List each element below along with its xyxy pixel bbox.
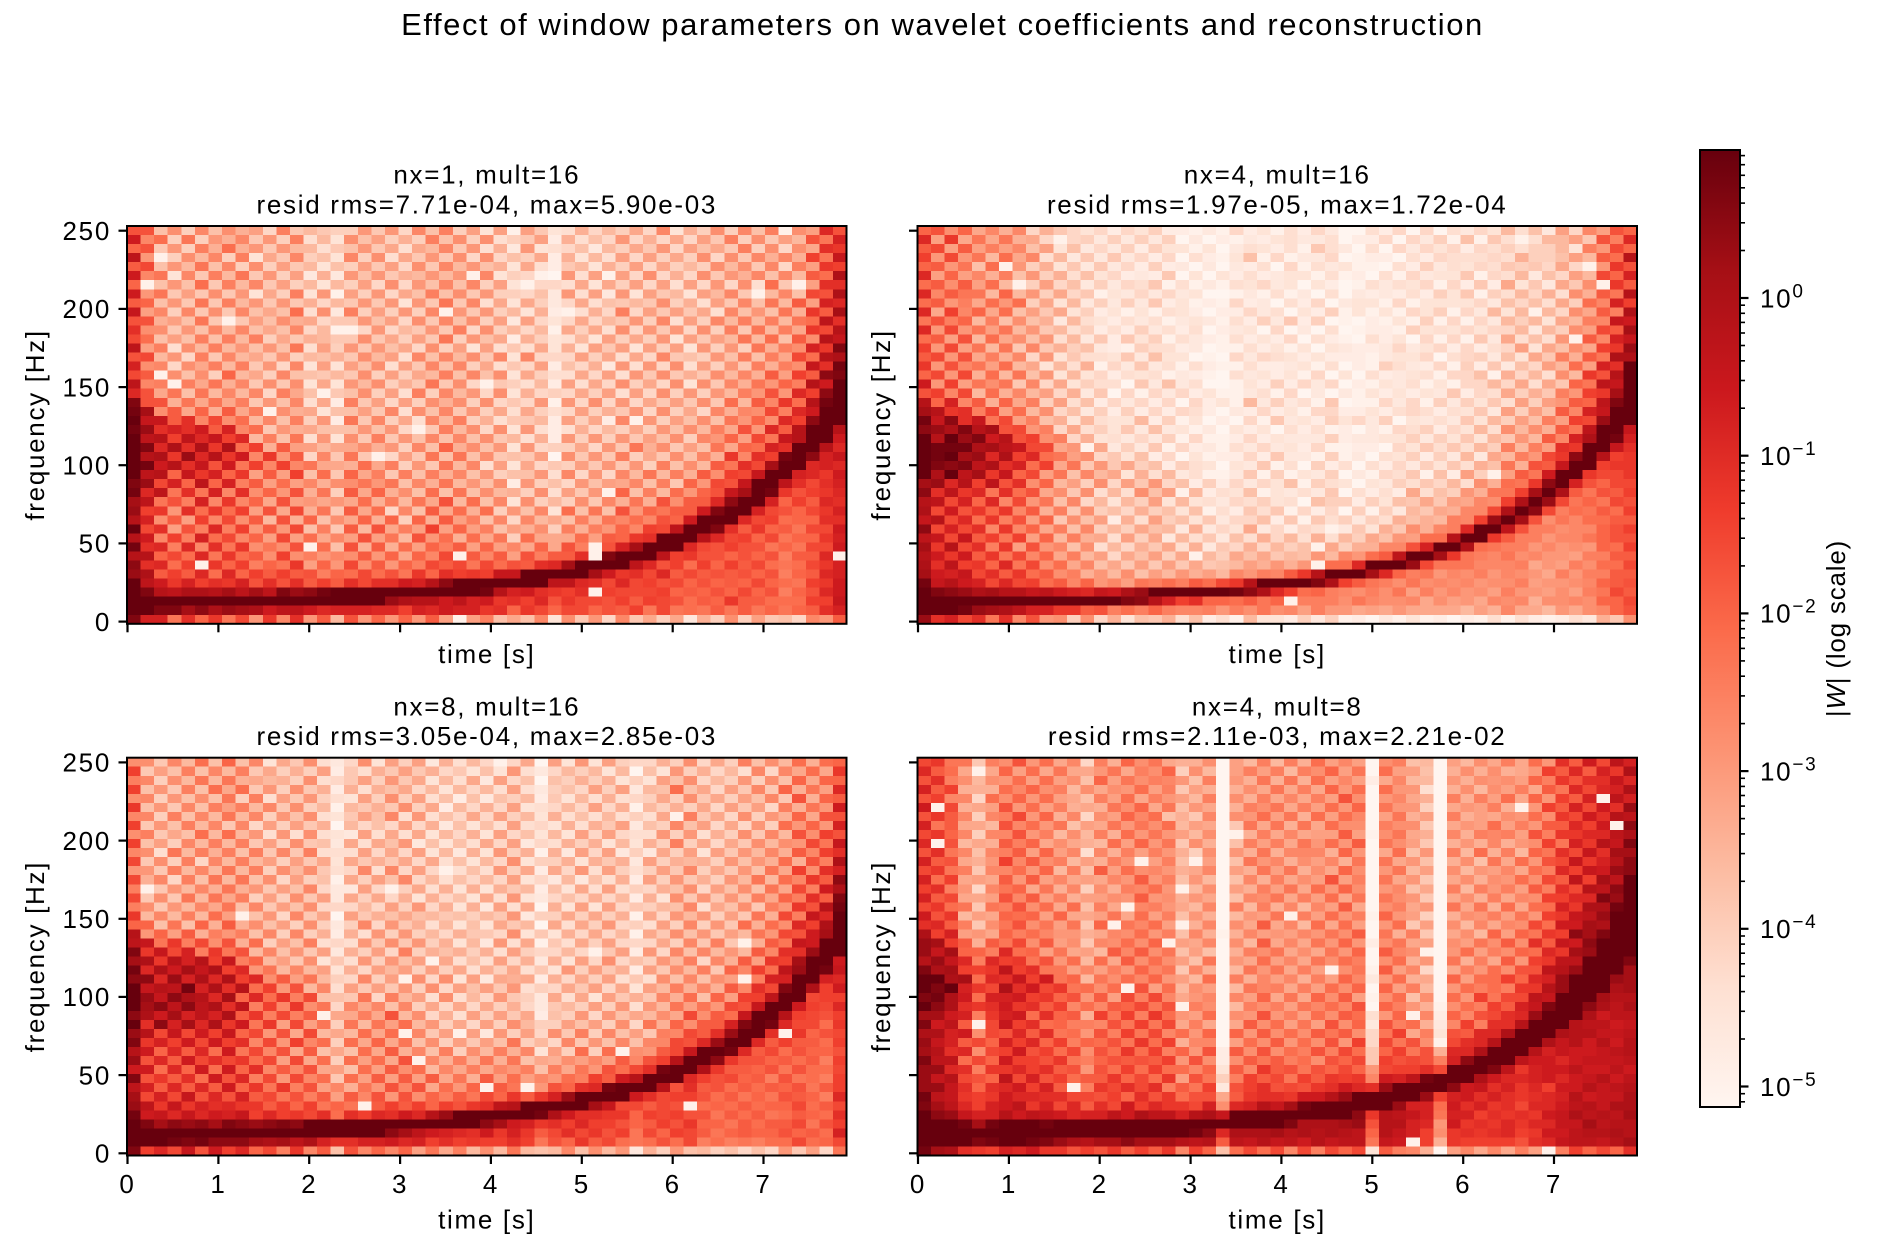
svg-text:7: 7 bbox=[1546, 1169, 1562, 1199]
svg-text:1: 1 bbox=[210, 1169, 226, 1199]
svg-text:2: 2 bbox=[301, 1169, 317, 1199]
svg-text:250: 250 bbox=[63, 748, 111, 778]
svg-text:4: 4 bbox=[1273, 1169, 1289, 1199]
svg-text:5: 5 bbox=[574, 1169, 590, 1199]
svg-text:100: 100 bbox=[63, 451, 111, 481]
svg-text:Effect of window parameters on: Effect of window parameters on wavelet c… bbox=[401, 7, 1484, 42]
svg-text:250: 250 bbox=[63, 216, 111, 246]
svg-text:50: 50 bbox=[79, 1060, 111, 1090]
svg-text:resid rms=2.11e-03, max=2.21e-: resid rms=2.11e-03, max=2.21e-02 bbox=[1048, 721, 1507, 751]
svg-text:1: 1 bbox=[1001, 1169, 1017, 1199]
svg-text:time [s]: time [s] bbox=[438, 1205, 535, 1235]
svg-text:7: 7 bbox=[755, 1169, 771, 1199]
svg-text:3: 3 bbox=[392, 1169, 408, 1199]
svg-text:150: 150 bbox=[63, 372, 111, 402]
svg-text:frequency [Hz]: frequency [Hz] bbox=[20, 329, 50, 520]
svg-text:0: 0 bbox=[95, 1139, 111, 1169]
svg-text:nx=8, mult=16: nx=8, mult=16 bbox=[393, 691, 580, 721]
svg-text:nx=1, mult=16: nx=1, mult=16 bbox=[393, 160, 580, 190]
svg-text:time [s]: time [s] bbox=[438, 639, 535, 669]
svg-text:resid rms=1.97e-05, max=1.72e-: resid rms=1.97e-05, max=1.72e-04 bbox=[1047, 190, 1508, 220]
svg-text:0: 0 bbox=[910, 1169, 926, 1199]
svg-text:2: 2 bbox=[1092, 1169, 1108, 1199]
svg-text:nx=4, mult=16: nx=4, mult=16 bbox=[1184, 160, 1371, 190]
svg-text:150: 150 bbox=[63, 904, 111, 934]
svg-text:10−5: 10−5 bbox=[1760, 1070, 1817, 1102]
svg-text:100: 100 bbox=[63, 982, 111, 1012]
svg-text:6: 6 bbox=[1455, 1169, 1471, 1199]
svg-text:frequency [Hz]: frequency [Hz] bbox=[866, 861, 896, 1052]
svg-text:nx=4, mult=8: nx=4, mult=8 bbox=[1192, 691, 1363, 721]
svg-text:time [s]: time [s] bbox=[1229, 639, 1326, 669]
svg-text:50: 50 bbox=[79, 529, 111, 559]
svg-text:resid rms=3.05e-04, max=2.85e-: resid rms=3.05e-04, max=2.85e-03 bbox=[257, 721, 718, 751]
svg-text:200: 200 bbox=[63, 294, 111, 324]
svg-text:200: 200 bbox=[63, 826, 111, 856]
svg-text:10−3: 10−3 bbox=[1760, 754, 1817, 786]
svg-text:4: 4 bbox=[483, 1169, 499, 1199]
svg-text:resid rms=7.71e-04, max=5.90e-: resid rms=7.71e-04, max=5.90e-03 bbox=[257, 190, 718, 220]
svg-text:|W| (log scale): |W| (log scale) bbox=[1821, 540, 1851, 717]
svg-text:0: 0 bbox=[95, 607, 111, 637]
svg-text:frequency [Hz]: frequency [Hz] bbox=[866, 329, 896, 520]
svg-text:time [s]: time [s] bbox=[1229, 1205, 1326, 1235]
svg-text:6: 6 bbox=[665, 1169, 681, 1199]
svg-text:3: 3 bbox=[1183, 1169, 1199, 1199]
svg-text:0: 0 bbox=[119, 1169, 135, 1199]
svg-text:frequency [Hz]: frequency [Hz] bbox=[20, 861, 50, 1052]
svg-text:5: 5 bbox=[1364, 1169, 1380, 1199]
